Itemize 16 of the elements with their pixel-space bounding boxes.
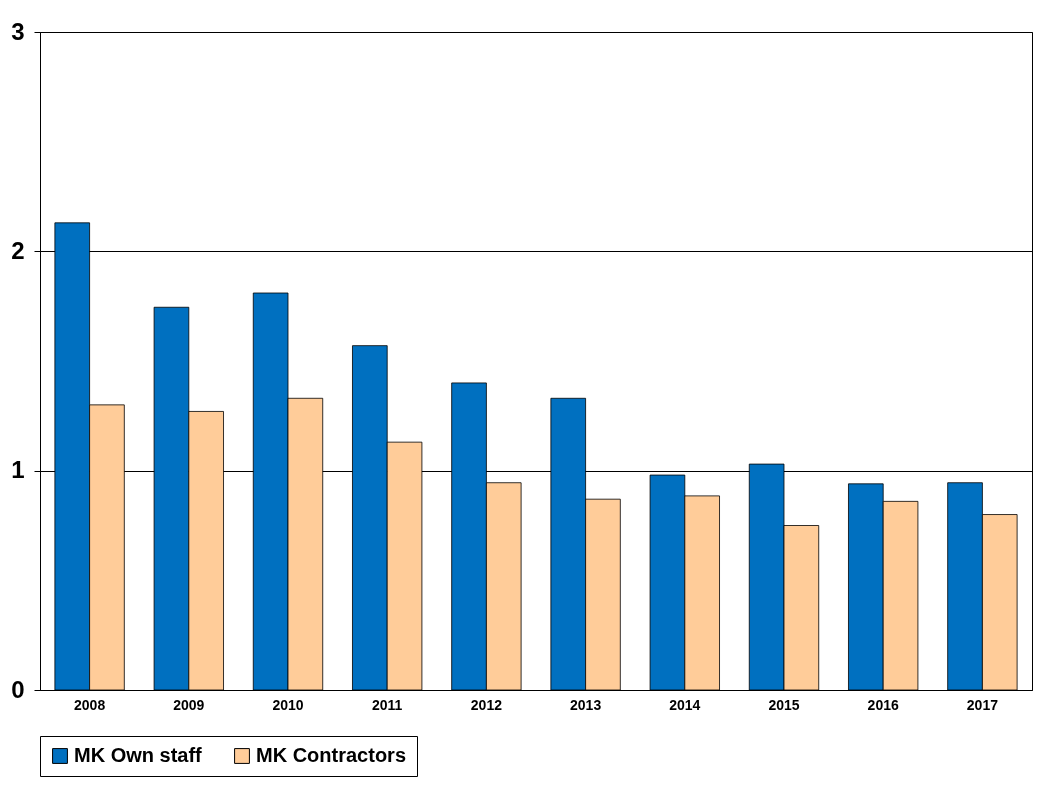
x-tick-label: 2016 — [867, 696, 899, 713]
x-tick-label: 2011 — [372, 696, 403, 713]
y-tick-label: 2 — [11, 236, 25, 264]
x-tick-label: 2015 — [768, 696, 800, 713]
legend-label: MK Own staff — [74, 744, 203, 766]
x-tick-label: 2012 — [470, 696, 503, 713]
x-tick-label: 2014 — [669, 696, 701, 713]
x-tick-label: 2008 — [74, 696, 106, 713]
x-tick-label: 2009 — [173, 696, 205, 713]
y-tick-label: 1 — [11, 456, 25, 484]
x-tick-label: 2013 — [570, 696, 602, 713]
x-tick-label: 2017 — [966, 696, 999, 713]
y-tick-label: 3 — [11, 17, 25, 45]
x-tick-label: 2010 — [272, 696, 304, 713]
legend-label: MK Contractors — [256, 744, 407, 766]
y-tick-label: 0 — [11, 675, 25, 703]
